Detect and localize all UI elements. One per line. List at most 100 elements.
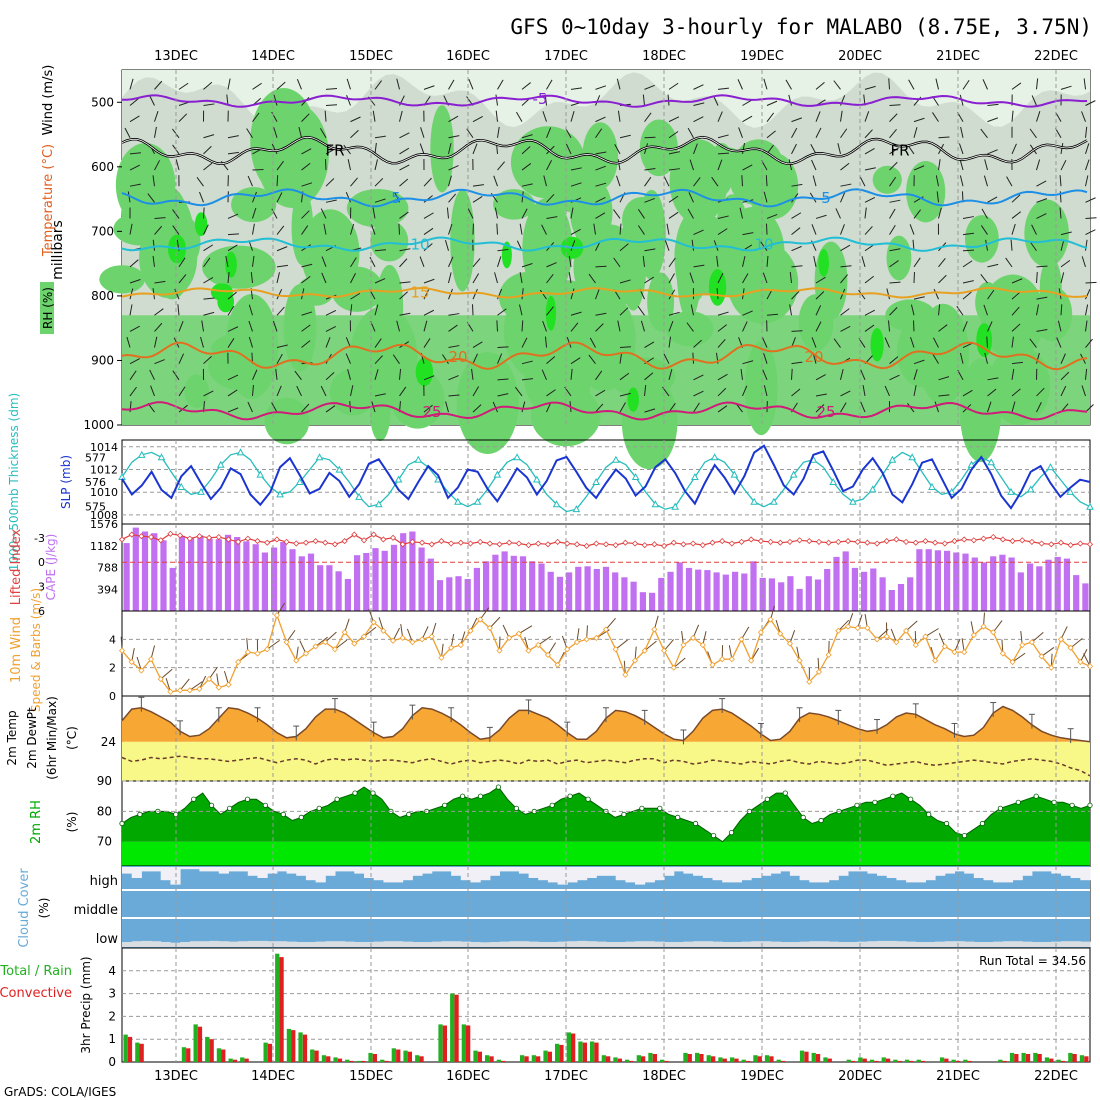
wind-barb: [668, 195, 679, 203]
wind-barb: [539, 289, 547, 300]
rh-blob: [621, 196, 662, 244]
wind-barb: [301, 340, 311, 348]
wind-barb: [496, 223, 498, 235]
rh2m-marker: [370, 790, 376, 796]
precip-total-bar: [695, 1052, 700, 1062]
wind-barb: [668, 336, 672, 348]
rh-blob: [546, 159, 594, 212]
wind-barb: [693, 264, 705, 268]
wind-barb: [864, 324, 875, 332]
wind-barb: [472, 341, 483, 348]
wind-barb: [1036, 296, 1048, 300]
lifted-index-marker: [777, 539, 784, 546]
wind-barb: [687, 127, 694, 139]
cloud-high-clear: [993, 867, 1004, 883]
wind-barb: [472, 184, 484, 187]
wind-barb: [763, 353, 768, 364]
cape-label: CAPE (J/kg): [44, 534, 58, 601]
precip-total-bar: [333, 1057, 338, 1062]
wind-barb: [693, 390, 704, 397]
wind-barb: [448, 272, 452, 284]
thickness-marker: [967, 460, 976, 468]
thickness-marker: [710, 453, 719, 461]
wind-barb: [987, 321, 993, 332]
precip-total-bar: [683, 1052, 688, 1062]
cape-bar: [750, 561, 757, 611]
cloud-low-clear: [451, 941, 462, 947]
wind-barb: [1085, 143, 1090, 155]
precip-convective-bar: [232, 1059, 238, 1062]
wind-barb: [987, 196, 998, 203]
cloud-low-clear: [160, 942, 171, 947]
rh-bright-blob: [225, 251, 237, 278]
wind-barb: [178, 113, 188, 122]
wind-barb: [791, 265, 803, 268]
wind-barb: [1060, 385, 1067, 397]
wind-barb: [791, 143, 797, 155]
wind-barb: [129, 304, 133, 316]
wind-barb: [394, 192, 400, 203]
lifted-index-marker: [254, 538, 261, 545]
precip-convective-bar: [967, 1060, 972, 1062]
wind-barb: [888, 78, 890, 90]
wind10m-marker: [477, 616, 484, 623]
wind-barb: [619, 392, 631, 397]
wind-barb: [860, 369, 866, 381]
wind10m-marker: [941, 643, 948, 650]
wind10m-marker: [302, 650, 309, 657]
wind-barb: [1060, 159, 1067, 171]
wind-barb: [325, 178, 335, 187]
wind-barb: [374, 249, 386, 252]
cloud-high-clear: [315, 867, 326, 883]
li-tick-label: 3: [38, 581, 45, 594]
wind-barb: [742, 143, 745, 155]
lifted-index-marker: [177, 532, 184, 539]
wind-barb: [984, 159, 988, 171]
wind-barb: [987, 103, 999, 106]
rh-bright-blob: [818, 248, 829, 277]
wind-barb: [668, 151, 680, 155]
wind10m-marker: [506, 634, 513, 641]
rh-blob: [291, 189, 314, 266]
wind10m-barb: [299, 640, 307, 654]
rh2m-marker: [997, 805, 1004, 811]
date-label-top: 20DEC: [838, 49, 882, 64]
wind10m-marker: [525, 647, 532, 654]
li-tick-label: 0: [38, 556, 45, 569]
cloud-high-clear: [218, 867, 229, 874]
precip-total-label: Total / Rain: [0, 964, 72, 979]
cloud-low-clear: [286, 941, 297, 947]
wind10m-marker: [796, 657, 803, 664]
wind-barb: [815, 305, 822, 316]
thickness-marker: [256, 470, 265, 478]
precip-convective-bar: [302, 1034, 308, 1062]
cape-bar: [685, 567, 693, 611]
cloud-low-clear: [180, 942, 191, 947]
cape-bar: [907, 577, 914, 611]
lifted-index-marker: [322, 539, 329, 546]
wind10m-marker: [593, 634, 600, 641]
precip-total-bar: [135, 1042, 140, 1062]
precip-tick-label: 4: [108, 964, 116, 978]
precip-total-bar: [846, 1059, 851, 1062]
precip-total-bar: [216, 1048, 222, 1062]
wind-barb: [515, 386, 523, 397]
precip-total-bar: [916, 1059, 921, 1062]
cloud-high-clear: [712, 867, 723, 881]
wind10m-marker: [757, 629, 764, 636]
lifted-index-marker: [477, 538, 484, 545]
lifted-index-marker: [873, 540, 881, 547]
isotherm-line: 15: [121, 284, 1088, 302]
wind-barb: [962, 232, 974, 236]
lifted-index-marker: [389, 534, 397, 541]
lifted-index-marker: [525, 542, 532, 549]
wind-barb: [815, 81, 825, 90]
wind10m-marker: [196, 685, 203, 692]
rh2m-label: 2m RH: [29, 800, 44, 844]
wind10m-barb: [1031, 631, 1044, 643]
isotherm-path: [121, 236, 1088, 252]
wind-barb: [763, 385, 768, 397]
wind-barb: [888, 320, 890, 332]
precip-total-bar: [823, 1057, 828, 1062]
wind10m-marker: [118, 647, 126, 654]
